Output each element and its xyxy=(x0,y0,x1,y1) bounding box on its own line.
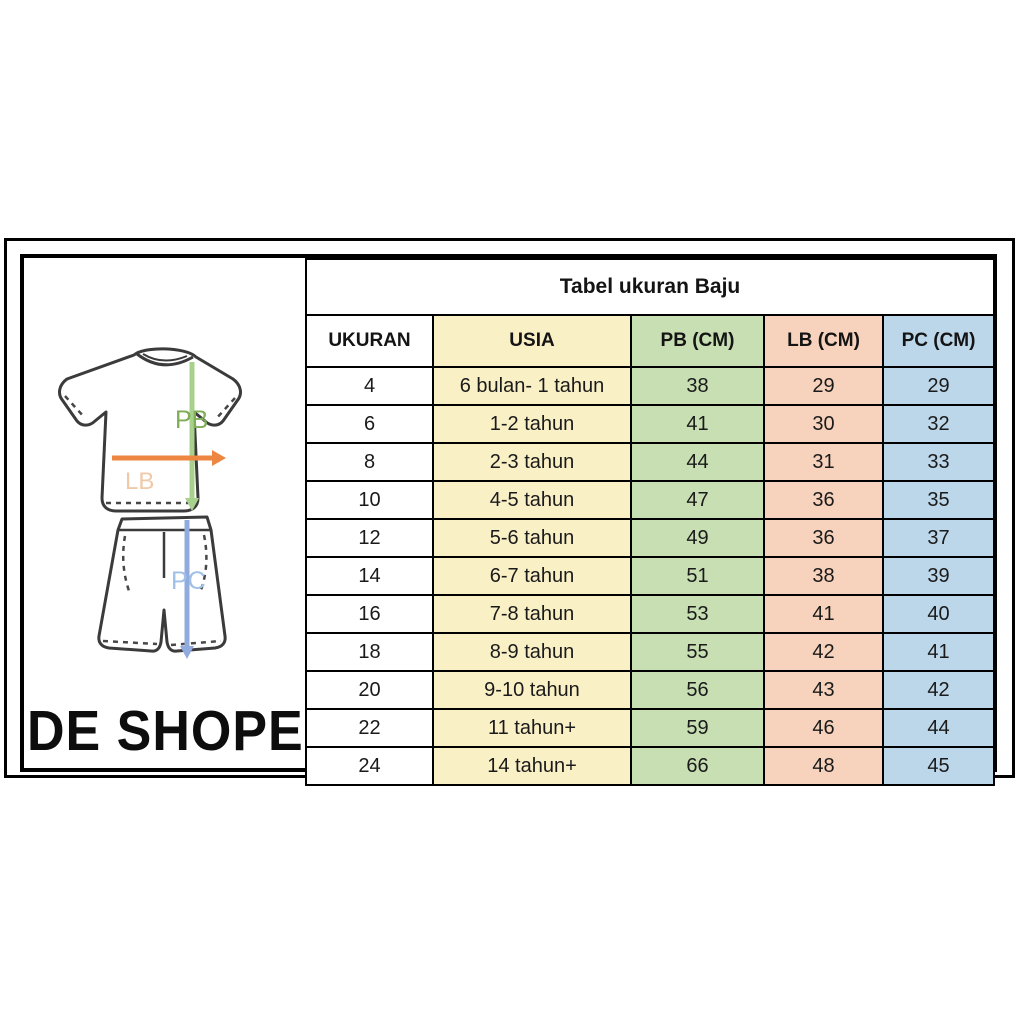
cell-pc: 32 xyxy=(881,404,996,444)
cell-lb: 36 xyxy=(763,480,884,520)
cell-pb: 59 xyxy=(630,708,765,748)
cell-lb: 42 xyxy=(763,632,884,672)
cell-pb: 49 xyxy=(630,518,765,558)
cell-ukuran: 22 xyxy=(305,708,434,748)
cell-pc: 33 xyxy=(881,442,996,482)
measurement-guide-panel: PB LB xyxy=(24,258,305,768)
table-row: 8 2-3 tahun 44 31 33 xyxy=(305,442,996,482)
lb-arrow: LB xyxy=(112,450,226,495)
table-body: 4 6 bulan- 1 tahun 38 29 29 6 1-2 tahun … xyxy=(305,366,996,786)
cell-pb: 51 xyxy=(630,556,765,596)
lb-label: LB xyxy=(125,468,154,495)
cell-usia: 1-2 tahun xyxy=(432,404,632,444)
cell-usia: 14 tahun+ xyxy=(432,746,632,786)
cell-ukuran: 12 xyxy=(305,518,434,558)
cell-pc: 37 xyxy=(881,518,996,558)
cell-usia: 5-6 tahun xyxy=(432,518,632,558)
cell-lb: 29 xyxy=(763,366,884,406)
shorts-drawing xyxy=(97,515,227,653)
clothing-measurement-illustration: PB LB xyxy=(58,347,242,659)
cell-usia: 7-8 tahun xyxy=(432,594,632,634)
pc-arrow: PC xyxy=(171,520,206,659)
cell-pb: 66 xyxy=(630,746,765,786)
cell-ukuran: 8 xyxy=(305,442,434,482)
cell-pc: 45 xyxy=(881,746,996,786)
column-header-pb: PB (CM) xyxy=(630,314,765,368)
size-chart-table: Tabel ukuran Baju UKURAN USIA PB (CM) LB… xyxy=(304,258,996,786)
cell-usia: 4-5 tahun xyxy=(432,480,632,520)
pc-label: PC xyxy=(171,567,206,595)
cell-pc: 39 xyxy=(881,556,996,596)
cell-lb: 46 xyxy=(763,708,884,748)
table-row: 24 14 tahun+ 66 48 45 xyxy=(305,746,996,786)
cell-lb: 41 xyxy=(763,594,884,634)
cell-pc: 29 xyxy=(881,366,996,406)
column-header-ukuran: UKURAN xyxy=(305,314,434,368)
cell-pc: 41 xyxy=(881,632,996,672)
cell-lb: 31 xyxy=(763,442,884,482)
cell-usia: 6-7 tahun xyxy=(432,556,632,596)
cell-ukuran: 18 xyxy=(305,632,434,672)
cell-ukuran: 6 xyxy=(305,404,434,444)
table-row: 20 9-10 tahun 56 43 42 xyxy=(305,670,996,710)
tshirt-drawing xyxy=(58,347,242,513)
table-row: 10 4-5 tahun 47 36 35 xyxy=(305,480,996,520)
tshirt-stitch-dashes xyxy=(64,395,236,505)
outer-border-frame: PB LB xyxy=(4,238,1015,786)
cell-lb: 43 xyxy=(763,670,884,710)
table-row: 14 6-7 tahun 51 38 39 xyxy=(305,556,996,596)
table-row: 12 5-6 tahun 49 36 37 xyxy=(305,518,996,558)
column-header-pc: PC (CM) xyxy=(881,314,996,368)
cell-usia: 9-10 tahun xyxy=(432,670,632,710)
cell-usia: 6 bulan- 1 tahun xyxy=(432,366,632,406)
cell-pb: 56 xyxy=(630,670,765,710)
cell-ukuran: 10 xyxy=(305,480,434,520)
cell-ukuran: 14 xyxy=(305,556,434,596)
cell-pb: 53 xyxy=(630,594,765,634)
cell-usia: 8-9 tahun xyxy=(432,632,632,672)
pb-arrow: PB xyxy=(175,362,208,511)
pb-label: PB xyxy=(175,406,208,434)
cell-lb: 38 xyxy=(763,556,884,596)
cell-pc: 40 xyxy=(881,594,996,634)
cell-ukuran: 24 xyxy=(305,746,434,786)
inner-border-frame: PB LB xyxy=(20,254,997,786)
cell-lb: 48 xyxy=(763,746,884,786)
table-row: 22 11 tahun+ 59 46 44 xyxy=(305,708,996,748)
table-row: 16 7-8 tahun 53 41 40 xyxy=(305,594,996,634)
brand-logo-text: DE SHOPE xyxy=(27,700,304,763)
cell-ukuran: 20 xyxy=(305,670,434,710)
shorts-stitch-dashes xyxy=(102,534,222,647)
cell-usia: 11 tahun+ xyxy=(432,708,632,748)
table-title: Tabel ukuran Baju xyxy=(304,258,996,316)
cell-pb: 41 xyxy=(630,404,765,444)
cell-pb: 44 xyxy=(630,442,765,482)
table-row: 6 1-2 tahun 41 30 32 xyxy=(305,404,996,444)
cell-pc: 42 xyxy=(881,670,996,710)
cell-pb: 47 xyxy=(630,480,765,520)
cell-ukuran: 16 xyxy=(305,594,434,634)
cell-pb: 38 xyxy=(630,366,765,406)
cell-lb: 30 xyxy=(763,404,884,444)
cell-pb: 55 xyxy=(630,632,765,672)
cell-pc: 44 xyxy=(881,708,996,748)
cell-pc: 35 xyxy=(881,480,996,520)
cell-lb: 36 xyxy=(763,518,884,558)
cell-ukuran: 4 xyxy=(305,366,434,406)
table-row: 18 8-9 tahun 55 42 41 xyxy=(305,632,996,672)
column-header-usia: USIA xyxy=(432,314,632,368)
column-header-lb: LB (CM) xyxy=(763,314,884,368)
cell-usia: 2-3 tahun xyxy=(432,442,632,482)
table-row: 4 6 bulan- 1 tahun 38 29 29 xyxy=(305,366,996,406)
